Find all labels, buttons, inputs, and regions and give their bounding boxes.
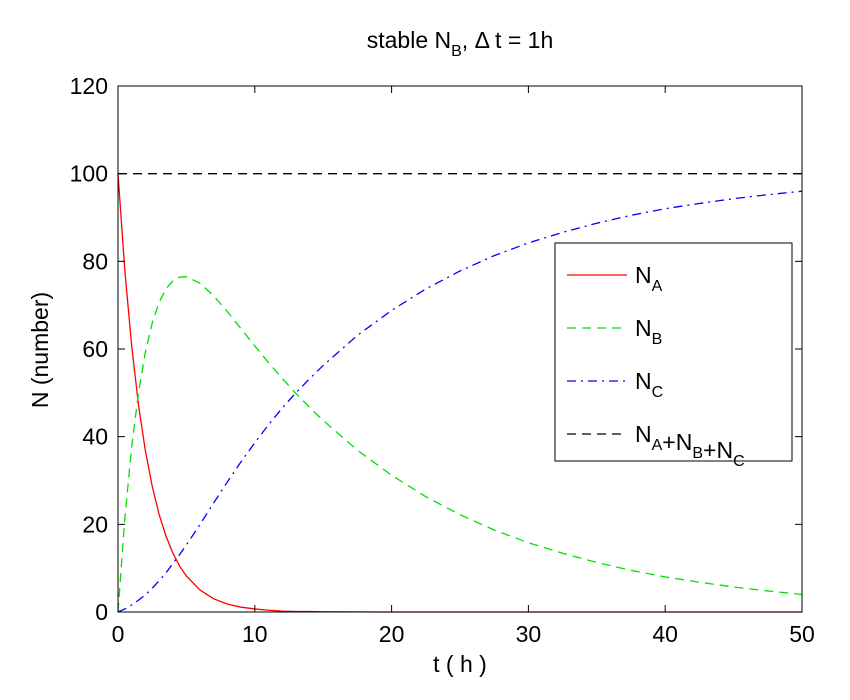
legend: NA NB NC NA+NB+NC <box>554 242 793 470</box>
chart-title: stable NB, Δ t = 1h <box>367 27 554 60</box>
y-tick-label: 0 <box>95 599 108 625</box>
x-tick-label: 40 <box>652 621 678 647</box>
y-tick-label: 120 <box>70 73 108 99</box>
y-axis-label: N (number) <box>27 292 53 408</box>
x-tick-label: 20 <box>379 621 405 647</box>
axis-ticks: 0 10 20 30 40 50 0 20 40 60 80 100 120 <box>70 73 815 647</box>
y-tick-label: 60 <box>82 336 108 362</box>
chart-title-subscript: B <box>451 43 462 60</box>
x-tick-label: 10 <box>242 621 268 647</box>
legend-box <box>554 242 793 462</box>
y-tick-label: 100 <box>70 161 108 187</box>
legend-label-4: NA+NB+NC <box>635 421 745 470</box>
chart-title-prefix: stable N <box>367 27 451 53</box>
x-tick-label: 0 <box>112 621 125 647</box>
y-tick-label: 40 <box>82 424 108 450</box>
series-line-3 <box>117 190 803 613</box>
legend-label-1: NA <box>635 262 663 295</box>
y-tick-label: 80 <box>82 248 108 274</box>
series-line-2 <box>117 276 803 613</box>
legend-label-2: NB <box>635 315 662 348</box>
x-tick-label: 30 <box>516 621 542 647</box>
chart-title-suffix: , Δ t = 1h <box>462 27 553 53</box>
legend-label-3: NC <box>635 368 663 401</box>
x-tick-label: 50 <box>789 621 815 647</box>
y-tick-label: 20 <box>82 511 108 537</box>
x-axis-label: t ( h ) <box>433 651 487 677</box>
